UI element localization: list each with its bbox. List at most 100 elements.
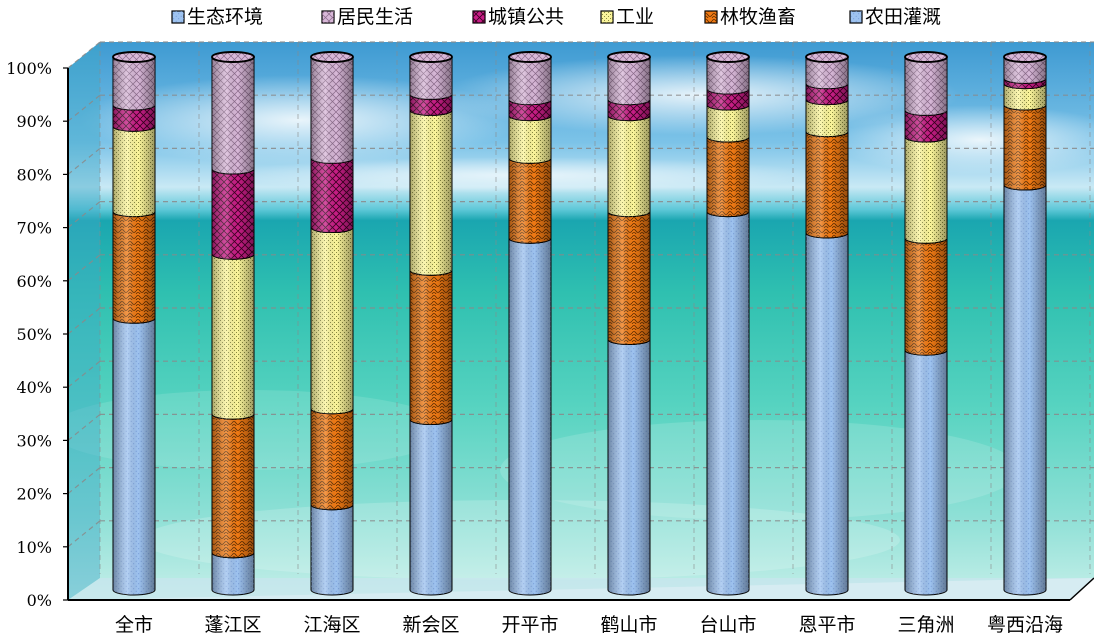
bar-segment-shade bbox=[806, 131, 848, 238]
gridline-side bbox=[67, 201, 101, 229]
bar-segment-shade bbox=[212, 254, 254, 420]
bar-segment-shade bbox=[905, 238, 947, 356]
bar-segment-shade bbox=[806, 57, 848, 89]
bar-segment-shade bbox=[311, 408, 353, 510]
bar-top-rim bbox=[904, 51, 948, 63]
bar-top-rim bbox=[706, 51, 750, 63]
bar-cap-pattern bbox=[1004, 52, 1046, 62]
legend-item: 生态环境 bbox=[171, 6, 263, 28]
bar-segment-shade bbox=[608, 211, 650, 345]
bar-segment-shade bbox=[1004, 83, 1046, 110]
bar-segment-shade bbox=[608, 57, 650, 105]
bar-top-rim bbox=[112, 51, 156, 63]
legend-label: 城镇公共 bbox=[488, 6, 564, 28]
bar-开平市 bbox=[508, 51, 552, 596]
bar-cap-pattern bbox=[509, 52, 551, 62]
bar-segment-shade bbox=[806, 83, 848, 105]
legend-label: 生态环境 bbox=[187, 6, 263, 28]
gridline-side bbox=[67, 467, 101, 495]
x-tick-label: 三角洲 bbox=[897, 614, 954, 636]
legend: 生态环境 居民生活 城镇公共 工业 林牧渔畜 农田灌溉 bbox=[171, 6, 941, 28]
gridline-side bbox=[67, 254, 101, 282]
bar-segment-shade bbox=[806, 99, 848, 137]
bar-top-rim bbox=[1003, 51, 1047, 63]
x-tick-label: 新会区 bbox=[402, 614, 459, 636]
legend-item: 农田灌溉 bbox=[849, 6, 941, 28]
bar-segment-shade bbox=[509, 238, 551, 595]
bar-segment-shade bbox=[410, 419, 452, 595]
bar-top-rim bbox=[805, 51, 849, 63]
bar-segment-shade bbox=[311, 57, 353, 164]
bar-cap-pattern bbox=[410, 52, 452, 62]
bar-segment-shade bbox=[113, 318, 155, 595]
legend-label: 林牧渔畜 bbox=[720, 6, 796, 28]
x-tick-label: 鹤山市 bbox=[600, 614, 657, 636]
x-tick-label: 江海区 bbox=[303, 614, 360, 636]
bar-segment-shade bbox=[1004, 57, 1046, 84]
x-tick-label: 台山市 bbox=[699, 614, 756, 636]
bar-segment-shade bbox=[410, 57, 452, 100]
gridline-side bbox=[67, 41, 101, 69]
legend-item: 工业 bbox=[600, 6, 654, 28]
bar-鹤山市 bbox=[607, 51, 651, 596]
bar-segment-shade bbox=[212, 552, 254, 595]
bar-segment-shade bbox=[113, 126, 155, 217]
y-tick-label: 90% bbox=[16, 112, 52, 131]
axes bbox=[63, 67, 1094, 601]
bar-segment-shade bbox=[707, 211, 749, 595]
bar-top-rim bbox=[409, 51, 453, 63]
bar-top-rim bbox=[211, 51, 255, 63]
gridline-side bbox=[67, 413, 101, 441]
bar-segment-shade bbox=[311, 158, 353, 233]
x-tick-label: 蓬江区 bbox=[204, 614, 261, 636]
bar-segment-shade bbox=[410, 94, 452, 116]
bar-segment-shade bbox=[707, 104, 749, 142]
bar-新会区 bbox=[409, 51, 453, 596]
y-tick-label: 80% bbox=[16, 165, 52, 184]
bar-全市 bbox=[112, 51, 156, 596]
bar-segment-shade bbox=[410, 110, 452, 276]
bar-segment-shade bbox=[707, 57, 749, 94]
bar-segment-shade bbox=[311, 227, 353, 414]
legend-label: 工业 bbox=[616, 6, 654, 28]
bar-segment-shade bbox=[608, 115, 650, 217]
y-tick-label: 40% bbox=[16, 378, 52, 397]
gridline-side bbox=[67, 360, 101, 388]
bar-segment-shade bbox=[311, 504, 353, 595]
bar-segment-shade bbox=[1004, 184, 1046, 596]
bar-cap-pattern bbox=[905, 52, 947, 62]
bar-恩平市 bbox=[805, 51, 849, 596]
x-tick-label: 开平市 bbox=[501, 614, 558, 636]
bar-segment-shade bbox=[212, 414, 254, 558]
bar-segment-shade bbox=[707, 136, 749, 217]
y-tick-label: 50% bbox=[16, 325, 52, 344]
bar-segment-shade bbox=[608, 339, 650, 595]
bar-segment-shade bbox=[905, 136, 947, 244]
x-tick-label: 全市 bbox=[115, 614, 153, 636]
bar-segment-shade bbox=[113, 211, 155, 324]
bar-top-rim bbox=[607, 51, 651, 63]
y-tick-label: 20% bbox=[16, 485, 52, 504]
bar-台山市 bbox=[706, 51, 750, 596]
bar-segment-shade bbox=[608, 99, 650, 121]
legend-label: 居民生活 bbox=[337, 6, 413, 28]
y-tick-label: 0% bbox=[27, 591, 52, 610]
y-tick-label: 100% bbox=[6, 59, 52, 78]
bar-cap-pattern bbox=[113, 52, 155, 62]
bar-segment-shade bbox=[113, 104, 155, 132]
legend-label: 农田灌溉 bbox=[865, 6, 941, 28]
bar-cap-pattern bbox=[608, 52, 650, 62]
bar-segment-shade bbox=[113, 57, 155, 110]
bar-segment-shade bbox=[509, 57, 551, 105]
bar-cap-pattern bbox=[311, 52, 353, 62]
legend-item: 林牧渔畜 bbox=[704, 6, 796, 28]
gridline-side bbox=[67, 147, 101, 175]
bar-segment-shade bbox=[212, 57, 254, 174]
bar-segment-shade bbox=[905, 110, 947, 142]
bar-三角洲 bbox=[904, 51, 948, 596]
x-axis-depth bbox=[1069, 577, 1094, 601]
bar-粤西沿海 bbox=[1003, 51, 1047, 596]
bar-蓬江区 bbox=[211, 51, 255, 596]
y-tick-label: 30% bbox=[16, 431, 52, 450]
